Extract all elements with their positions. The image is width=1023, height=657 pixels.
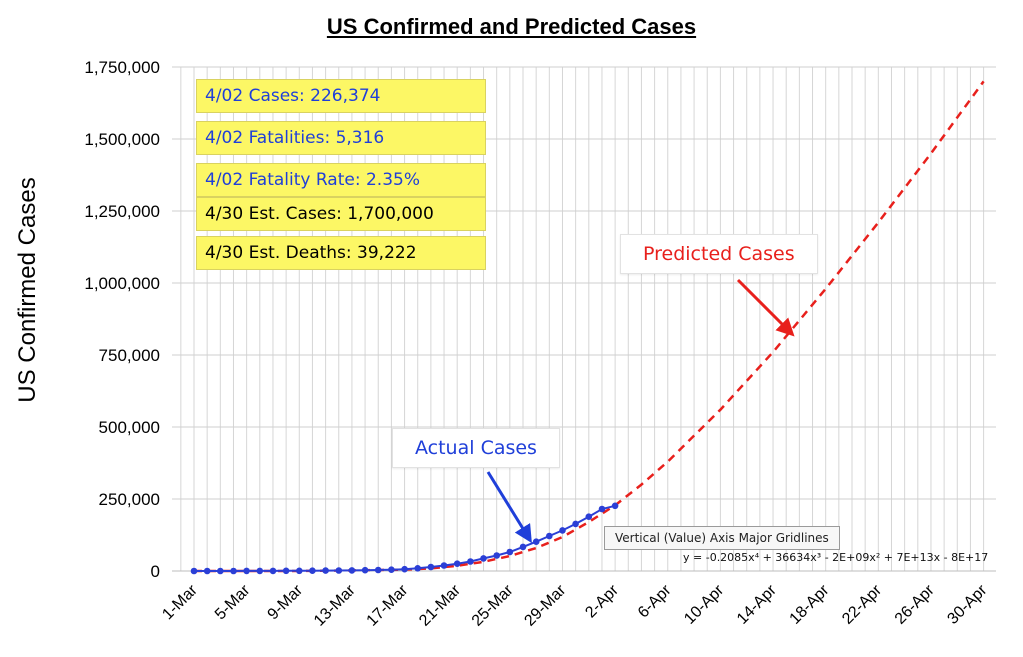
gridlines-tooltip: Vertical (Value) Axis Major Gridlines	[604, 526, 840, 550]
actual-cases-point	[480, 555, 487, 562]
actual-cases-point	[414, 565, 422, 572]
actual-cases-point	[585, 513, 593, 520]
actual-cases-point	[519, 543, 527, 551]
actual-cases-point	[203, 567, 211, 575]
y-tick-label: 1,500,000	[84, 130, 160, 149]
actual-cases-point	[467, 558, 474, 565]
actual-cases-point	[190, 567, 198, 575]
actual-cases-point	[282, 567, 290, 575]
info-box-fatalities: 4/02 Fatalities: 5,316	[196, 121, 486, 155]
y-tick-label: 0	[151, 562, 160, 581]
actual-cases-point	[256, 567, 264, 575]
actual-cases-point	[296, 567, 303, 575]
actual-cases-point	[559, 527, 566, 534]
actual-cases-point	[546, 532, 553, 540]
y-tick-label: 1,250,000	[84, 202, 160, 221]
callout-arrows	[486, 278, 795, 544]
actual-cases-point	[374, 566, 382, 574]
actual-cases-point	[348, 567, 356, 574]
actual-cases-point	[453, 560, 461, 567]
x-tick-label: 9-Mar	[265, 581, 307, 623]
actual-cases-point	[493, 552, 501, 559]
actual-cases-point	[572, 520, 579, 528]
actual-cases-point	[532, 538, 540, 545]
info-box-fatality-rate: 4/02 Fatality Rate: 2.35%	[196, 163, 486, 197]
predicted-cases-callout: Predicted Cases	[620, 234, 818, 274]
x-tick-label: 13-Mar	[311, 581, 359, 629]
info-box-est-deaths: 4/30 Est. Deaths: 39,222	[196, 236, 486, 270]
actual-cases-callout: Actual Cases	[392, 428, 560, 468]
actual-cases-point	[361, 566, 369, 574]
x-tick-label: 17-Mar	[364, 581, 412, 629]
actual-cases-point	[388, 566, 395, 573]
x-tick-label: 25-Mar	[469, 581, 517, 629]
y-tick-label: 750,000	[99, 346, 160, 365]
x-tick-label: 18-Apr	[787, 581, 833, 627]
series-layer	[190, 80, 985, 575]
x-tick-label: 30-Apr	[944, 581, 990, 627]
info-box-cases: 4/02 Cases: 226,374	[196, 79, 486, 113]
actual-cases-point	[309, 567, 316, 574]
actual-cases-point	[427, 563, 435, 571]
y-axis-label: US Confirmed Cases	[14, 177, 41, 403]
predicted-cases-arrow	[736, 278, 795, 337]
x-tick-label: 26-Apr	[892, 581, 938, 627]
y-tick-label: 500,000	[99, 418, 160, 437]
actual-cases-point	[506, 548, 514, 556]
x-tick-label: 29-Mar	[521, 581, 569, 629]
actual-cases-point	[335, 567, 343, 574]
x-tick-label: 5-Mar	[212, 581, 254, 623]
actual-cases-point	[440, 562, 448, 569]
actual-cases-point	[322, 567, 329, 574]
x-tick-label: 6-Apr	[635, 581, 675, 621]
x-tick-label: 21-Mar	[416, 581, 464, 629]
actual-cases-point	[401, 565, 408, 573]
chart-title: US Confirmed and Predicted Cases	[326, 14, 697, 39]
y-tick-label: 250,000	[99, 490, 160, 509]
trendline-equation: y = -0.2085x⁴ + 36634x³ - 2E+09x² + 7E+1…	[683, 551, 989, 564]
actual-cases-arrow	[486, 471, 532, 544]
x-tick-label: 22-Apr	[839, 581, 885, 627]
info-box-est-cases: 4/30 Est. Cases: 1,700,000	[196, 197, 486, 231]
actual-cases-point	[611, 502, 619, 510]
actual-cases-point	[269, 567, 277, 575]
actual-cases-point	[230, 567, 237, 575]
x-tick-labels: 1-Mar 5-Mar 9-Mar 13-Mar 17-Mar 21-Mar 25-Mar 2…	[159, 581, 991, 629]
actual-cases-point	[598, 505, 606, 513]
actual-cases-point	[217, 567, 224, 575]
x-tick-label: 14-Apr	[734, 581, 780, 627]
actual-cases-point	[243, 567, 250, 575]
x-tick-label: 10-Apr	[681, 581, 727, 627]
x-tick-label: 1-Mar	[159, 581, 201, 623]
y-tick-label: 1,750,000	[84, 58, 160, 77]
y-tick-labels: 0 250,000 500,000 750,000 1,000,000 1,250,000…	[84, 58, 160, 581]
x-tick-label: 2-Apr	[582, 581, 622, 621]
y-tick-label: 1,000,000	[84, 274, 160, 293]
